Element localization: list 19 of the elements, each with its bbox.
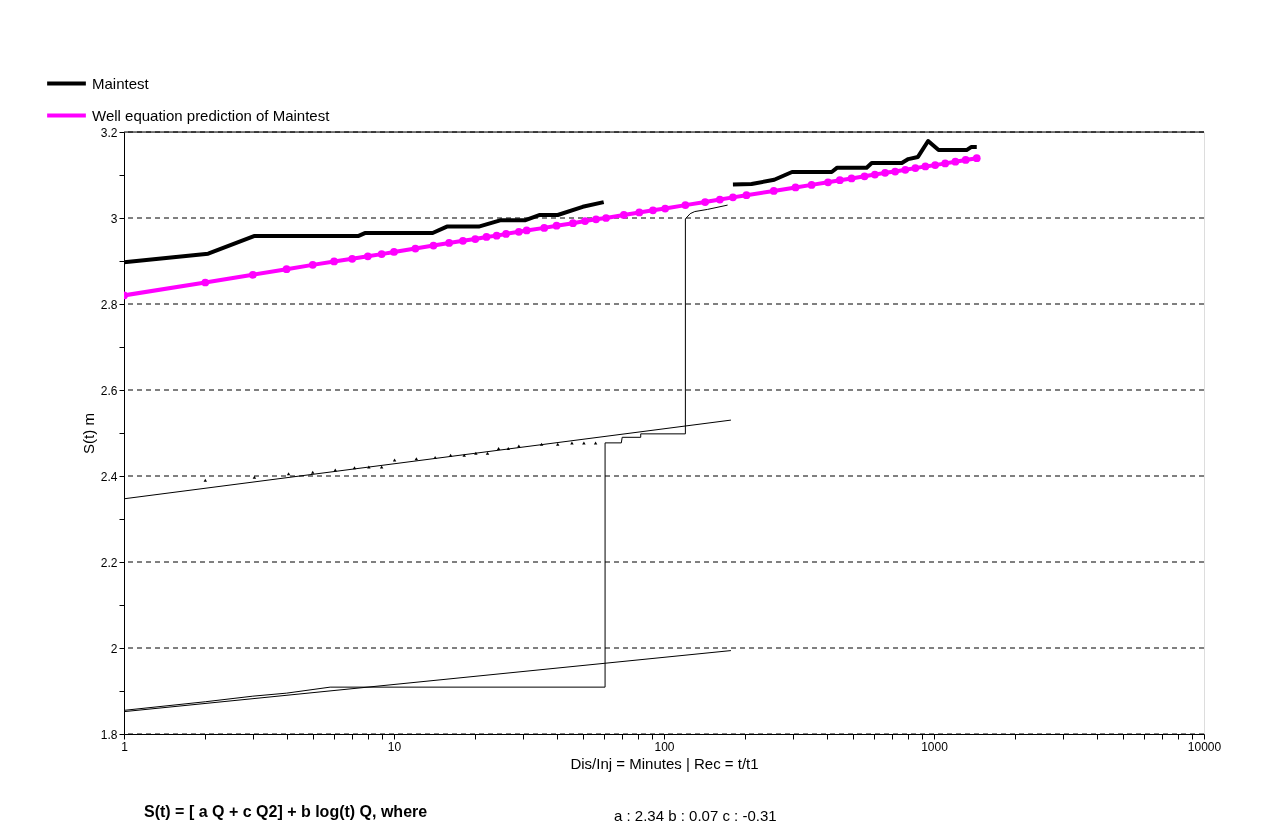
y-tick-label: 2.2 (100, 555, 118, 570)
y-tick-label: 2 (110, 641, 118, 656)
text: a : 2.34 b : 0.07 c : -0.31 (614, 807, 777, 824)
legend-label: Well equation prediction of Maintest (92, 106, 331, 124)
y-tick-label: 1.8 (100, 727, 118, 742)
y-tick-label: 3 (110, 211, 118, 226)
y-tick-label: 2.4 (100, 469, 118, 484)
x-tick-label: 1 (121, 739, 129, 754)
y-tick-label: 2.8 (100, 297, 118, 312)
y-axis-title: S(t) m (79, 413, 97, 454)
legend-label: Maintest (92, 74, 150, 92)
x-tick-label: 100 (654, 739, 675, 754)
x-tick-label: 1000 (921, 739, 949, 754)
x-tick-label: 10000 (1187, 739, 1222, 754)
x-axis-title: Dis/Inj = Minutes | Rec = t/t1 (570, 754, 759, 772)
x-tick-label: 10 (387, 739, 402, 754)
text: S(t) = [ a Q + c Q2] + b log(t) Q, where (144, 803, 428, 820)
y-tick-label: 3.2 (100, 125, 118, 140)
y-tick-label: 2.6 (100, 383, 118, 398)
